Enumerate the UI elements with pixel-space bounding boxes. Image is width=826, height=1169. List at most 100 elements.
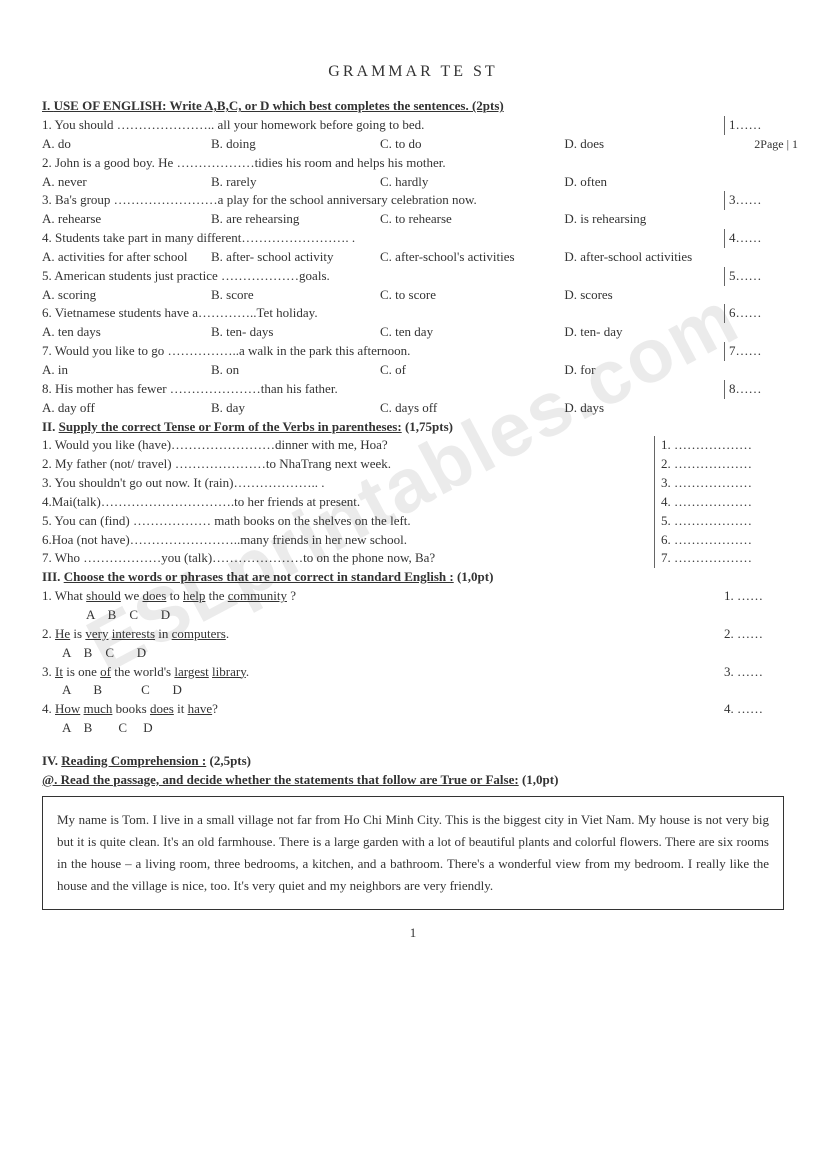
q6-answer-slot[interactable]: 6……: [724, 304, 784, 323]
q1-opt-d: D. does: [564, 135, 718, 154]
q5-row: 5. American students just practice ………………: [42, 267, 784, 286]
q7-opt-c: C. of: [380, 361, 564, 380]
q5-options: A. scoring B. score C. to score D. score…: [42, 286, 784, 305]
e3-row: 3. It is one of the world's largest libr…: [42, 663, 784, 682]
q3-text: 3. Ba's group ……………………a play for the sch…: [42, 191, 718, 210]
v3-question: 3. You shouldn't go out now. It (rain)………: [42, 474, 648, 493]
q3-opt-c: C. to rehearse: [380, 210, 564, 229]
section-4-suffix: (2,5pts): [206, 753, 251, 768]
q8-text: 8. His mother has fewer …………………than his …: [42, 380, 718, 399]
v1-answer-slot[interactable]: 1. ………………: [654, 436, 784, 455]
e3-answer-slot[interactable]: 3. ……: [724, 663, 784, 682]
q5-text: 5. American students just practice ………………: [42, 267, 718, 286]
e1-row: 1. What should we does to help the commu…: [42, 587, 784, 606]
q4-options: A. activities for after school B. after-…: [42, 248, 784, 267]
e2-question: 2. He is very interests in computers.: [42, 625, 724, 644]
q7-options: A. in B. on C. of D. for: [42, 361, 784, 380]
section-2-suffix: (1,75pts): [402, 419, 453, 434]
v7-question: 7. Who ………………you (talk)…………………to on the …: [42, 549, 648, 568]
section-4b-suffix: (1,0pt): [519, 772, 559, 787]
q5-opt-d: D. scores: [564, 286, 718, 305]
q7-answer-slot[interactable]: 7……: [724, 342, 784, 361]
q7-text: 7. Would you like to go ……………..a walk in…: [42, 342, 718, 361]
v2-question: 2. My father (not/ travel) …………………to Nha…: [42, 455, 648, 474]
q3-opt-a: A. rehearse: [42, 210, 211, 229]
v3-answer-slot[interactable]: 3. ………………: [654, 474, 784, 493]
section-4-prefix: IV.: [42, 753, 61, 768]
e1-answer-slot[interactable]: 1. ……: [724, 587, 784, 606]
q7-opt-a: A. in: [42, 361, 211, 380]
page: GRAMMAR TE ST I. USE OF ENGLISH: Write A…: [0, 0, 826, 973]
e2-answer-slot[interactable]: 2. ……: [724, 625, 784, 644]
q8-answer-slot[interactable]: 8……: [724, 380, 784, 399]
q8-row: 8. His mother has fewer …………………than his …: [42, 380, 784, 399]
section-1-prefix: I.: [42, 98, 54, 113]
section-1-text: USE OF ENGLISH: Write A,B,C, or D which …: [54, 98, 504, 113]
section-1-heading: I. USE OF ENGLISH: Write A,B,C, or D whi…: [42, 97, 784, 116]
section-4b-heading: @. Read the passage, and decide whether …: [42, 771, 784, 790]
v4-row: 4.Mai(talk)………………………….to her friends at …: [42, 493, 784, 512]
q6-opt-b: B. ten- days: [211, 323, 380, 342]
v5-answer-slot[interactable]: 5. ………………: [654, 512, 784, 531]
q1-text: 1. You should ………………….. all your homewor…: [42, 116, 718, 135]
section-2-text: Supply the correct Tense or Form of the …: [59, 419, 402, 434]
v5-question: 5. You can (find) ……………… math books on t…: [42, 512, 648, 531]
q5-answer-slot[interactable]: 5……: [724, 267, 784, 286]
section-3-prefix: III.: [42, 569, 64, 584]
q5-opt-a: A. scoring: [42, 286, 211, 305]
v7-answer-slot[interactable]: 7. ………………: [654, 549, 784, 568]
q8-opt-c: C. days off: [380, 399, 564, 418]
q3-options: A. rehearse B. are rehearsing C. to rehe…: [42, 210, 784, 229]
v4-answer-slot[interactable]: 4. ………………: [654, 493, 784, 512]
e3-question: 3. It is one of the world's largest libr…: [42, 663, 724, 682]
page-title: GRAMMAR TE ST: [42, 60, 784, 83]
v2-answer-slot[interactable]: 2. ………………: [654, 455, 784, 474]
q1-opt-b: B. doing: [211, 135, 380, 154]
q6-opt-d: D. ten- day: [564, 323, 718, 342]
q1-options: A. do B. doing C. to do D. does: [42, 135, 784, 154]
v6-answer-slot[interactable]: 6. ………………: [654, 531, 784, 550]
page-number: 1: [42, 924, 784, 943]
q3-answer-slot[interactable]: 3……: [724, 191, 784, 210]
q1-opt-c: C. to do: [380, 135, 564, 154]
q7-opt-b: B. on: [211, 361, 380, 380]
v5-row: 5. You can (find) ……………… math books on t…: [42, 512, 784, 531]
v4-question: 4.Mai(talk)………………………….to her friends at …: [42, 493, 648, 512]
q7-row: 7. Would you like to go ……………..a walk in…: [42, 342, 784, 361]
section-2-heading: II. Supply the correct Tense or Form of …: [42, 418, 784, 437]
section-2-prefix: II.: [42, 419, 59, 434]
v6-question: 6.Hoa (not have)……………………..many friends i…: [42, 531, 648, 550]
q4-answer-slot[interactable]: 4……: [724, 229, 784, 248]
section-4-heading: IV. Reading Comprehension : (2,5pts): [42, 752, 784, 771]
q2-opt-a: A. never: [42, 173, 211, 192]
q8-options: A. day off B. day C. days off D. days: [42, 399, 784, 418]
q4-opt-b: B. after- school activity: [211, 248, 380, 267]
side-page-note: 2Page | 1: [752, 136, 798, 153]
q2-options: A. never B. rarely C. hardly D. often: [42, 173, 784, 192]
q4-opt-c: C. after-school's activities: [380, 248, 564, 267]
q3-row: 3. Ba's group ……………………a play for the sch…: [42, 191, 784, 210]
q2-row: 2. John is a good boy. He ………………tidies h…: [42, 154, 784, 173]
q8-opt-b: B. day: [211, 399, 380, 418]
v1-question: 1. Would you like (have)……………………dinner w…: [42, 436, 648, 455]
section-4b-text: Read the passage, and decide whether the…: [61, 772, 519, 787]
v2-row: 2. My father (not/ travel) …………………to Nha…: [42, 455, 784, 474]
e1-question: 1. What should we does to help the commu…: [42, 587, 724, 606]
q2-opt-d: D. often: [564, 173, 718, 192]
q1-opt-a: A. do: [42, 135, 211, 154]
e4-answer-slot[interactable]: 4. ……: [724, 700, 784, 719]
v7-row: 7. Who ………………you (talk)…………………to on the …: [42, 549, 784, 568]
q2-opt-c: C. hardly: [380, 173, 564, 192]
e3-letters: A B C D: [42, 681, 784, 700]
q5-opt-c: C. to score: [380, 286, 564, 305]
q6-opt-a: A. ten days: [42, 323, 211, 342]
q2-text: 2. John is a good boy. He ………………tidies h…: [42, 154, 718, 173]
section-3-heading: III. Choose the words or phrases that ar…: [42, 568, 784, 587]
e2-letters: A B C D: [42, 644, 784, 663]
q4-opt-d: D. after-school activities: [564, 248, 718, 267]
q1-answer-slot[interactable]: 1……: [724, 116, 784, 135]
section-4b-prefix: @.: [42, 772, 61, 787]
q1-row: 1. You should ………………….. all your homewor…: [42, 116, 784, 135]
q2-opt-b: B. rarely: [211, 173, 380, 192]
section-3-text: Choose the words or phrases that are not…: [64, 569, 454, 584]
